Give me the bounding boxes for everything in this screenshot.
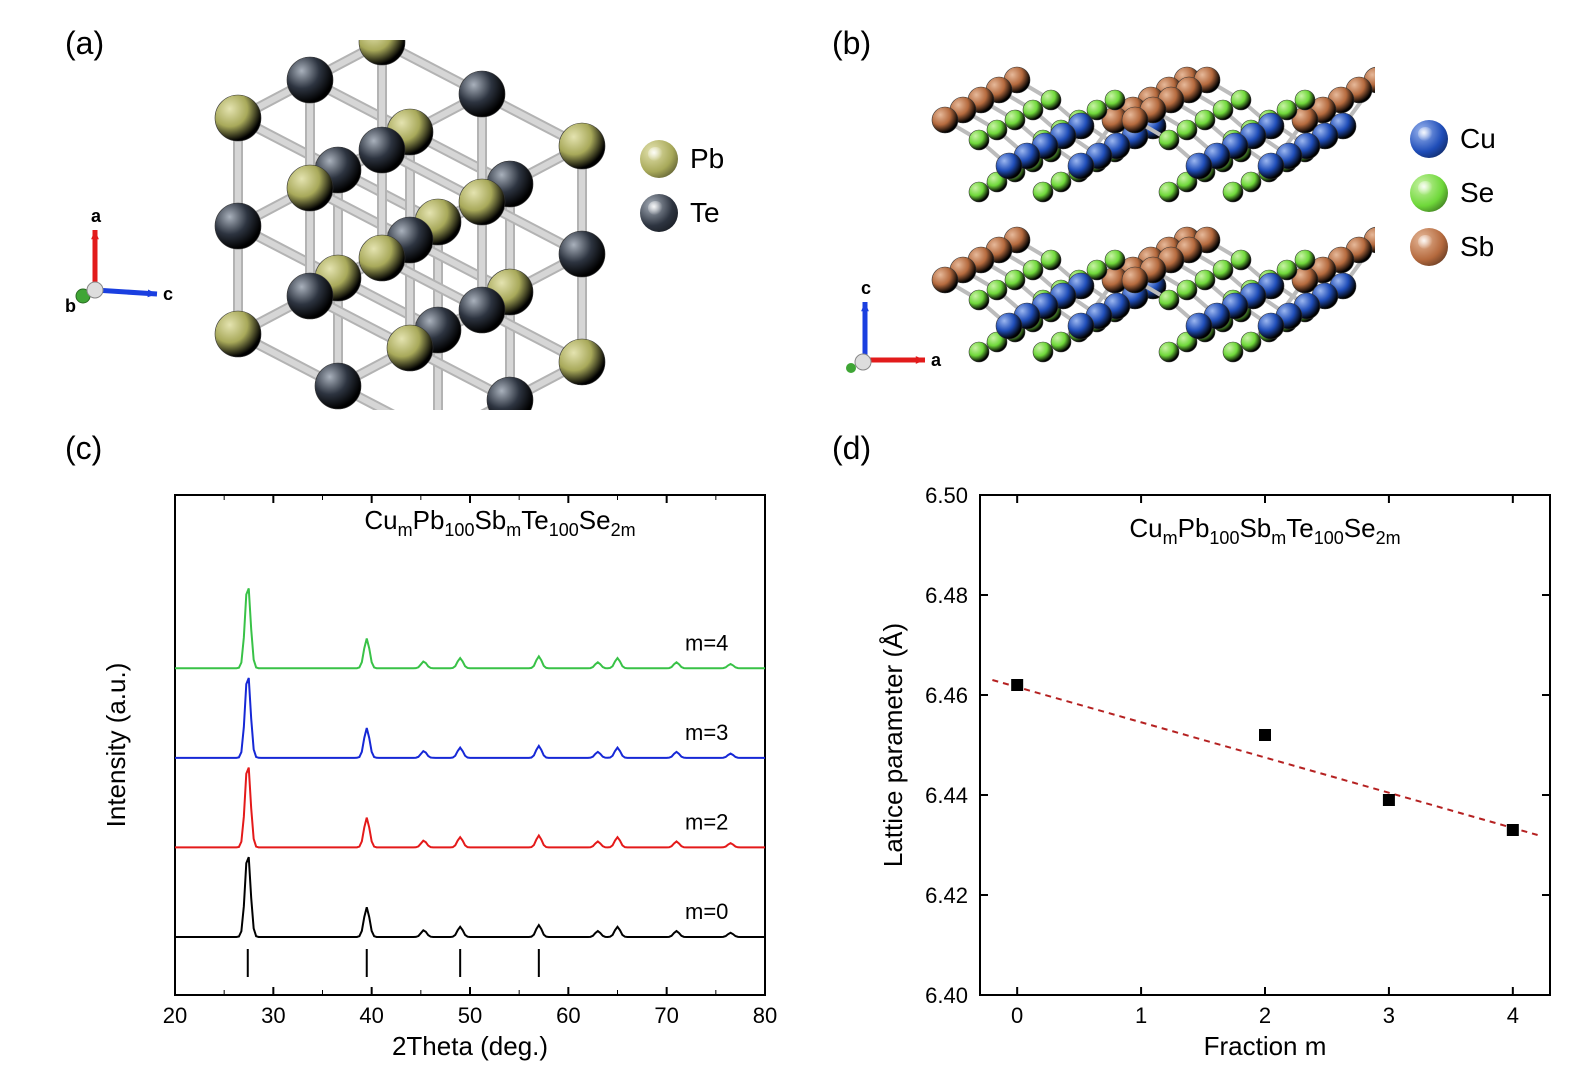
axis-widget-b: ca <box>830 275 950 400</box>
svg-text:6.44: 6.44 <box>925 783 968 808</box>
svg-text:Intensity (a.u.): Intensity (a.u.) <box>101 663 131 828</box>
svg-text:80: 80 <box>753 1003 777 1028</box>
svg-text:6.40: 6.40 <box>925 983 968 1008</box>
panel-label-d: (d) <box>832 430 871 467</box>
panel-label-b: (b) <box>832 25 871 62</box>
legend-item-sb: Sb <box>1410 228 1496 266</box>
se-sphere-icon <box>1410 174 1448 212</box>
svg-text:2: 2 <box>1259 1003 1271 1028</box>
svg-text:b: b <box>65 296 76 316</box>
legend-label-sb: Sb <box>1460 231 1494 263</box>
svg-text:40: 40 <box>359 1003 383 1028</box>
svg-text:20: 20 <box>163 1003 187 1028</box>
crystal-structure-cusbse <box>905 50 1375 410</box>
svg-text:m=4: m=4 <box>685 630 728 655</box>
svg-text:3: 3 <box>1383 1003 1395 1028</box>
svg-text:2Theta (deg.): 2Theta (deg.) <box>392 1031 548 1061</box>
svg-text:a: a <box>91 206 102 226</box>
legend-pbte: Pb Te <box>640 140 724 232</box>
svg-text:Lattice parameter (Å): Lattice parameter (Å) <box>878 623 908 867</box>
pb-sphere-icon <box>640 140 678 178</box>
legend-label-te: Te <box>690 197 720 229</box>
te-sphere-icon <box>640 194 678 232</box>
legend-item-cu: Cu <box>1410 120 1496 158</box>
legend-label-se: Se <box>1460 177 1494 209</box>
cu-sphere-icon <box>1410 120 1448 158</box>
legend-label-cu: Cu <box>1460 123 1496 155</box>
svg-text:0: 0 <box>1011 1003 1023 1028</box>
svg-text:30: 30 <box>261 1003 285 1028</box>
crystal-structure-pbte <box>200 40 620 410</box>
legend-label-pb: Pb <box>690 143 724 175</box>
svg-text:4: 4 <box>1507 1003 1519 1028</box>
legend-item-se: Se <box>1410 174 1496 212</box>
svg-text:6.42: 6.42 <box>925 883 968 908</box>
legend-item-pb: Pb <box>640 140 724 178</box>
svg-text:6.50: 6.50 <box>925 483 968 508</box>
svg-text:6.48: 6.48 <box>925 583 968 608</box>
svg-text:50: 50 <box>458 1003 482 1028</box>
xrd-chart: 20 30 40 50 60 70 80 2Theta (deg.) Intensity (a.… <box>95 475 785 1075</box>
svg-text:m=3: m=3 <box>685 720 728 745</box>
axis-widget-a: a c b <box>50 205 180 340</box>
legend-cusbse: Cu Se Sb <box>1410 120 1496 266</box>
svg-text:6.46: 6.46 <box>925 683 968 708</box>
legend-item-te: Te <box>640 194 724 232</box>
svg-text:a: a <box>931 350 942 370</box>
svg-text:1: 1 <box>1135 1003 1147 1028</box>
svg-text:70: 70 <box>654 1003 678 1028</box>
sb-sphere-icon <box>1410 228 1448 266</box>
panel-label-a: (a) <box>65 25 104 62</box>
lattice-chart: 0 1 2 3 4 6.40 6.42 6.44 6.46 6.48 6.50 Fraction m L… <box>870 475 1570 1075</box>
svg-text:60: 60 <box>556 1003 580 1028</box>
svg-text:c: c <box>861 278 871 298</box>
panel-label-c: (c) <box>65 430 102 467</box>
svg-text:m=2: m=2 <box>685 809 728 834</box>
svg-text:m=0: m=0 <box>685 899 728 924</box>
svg-text:Fraction m: Fraction m <box>1204 1031 1327 1061</box>
svg-text:c: c <box>163 284 173 304</box>
